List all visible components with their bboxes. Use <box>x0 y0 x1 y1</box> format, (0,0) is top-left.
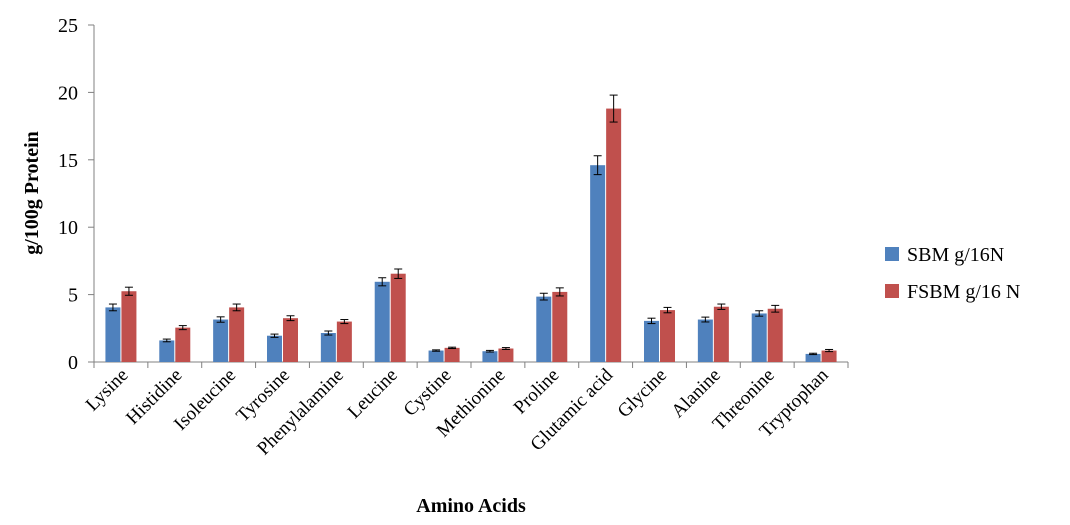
bar-sbm <box>105 307 121 362</box>
bar-fsbm <box>444 347 460 362</box>
bar-sbm <box>267 335 282 362</box>
y-tick-label: 0 <box>68 352 78 374</box>
legend-label: SBM g/16N <box>907 244 1004 266</box>
y-axis: 0 5 10 15 20 25 <box>58 15 95 374</box>
bar-fsbm <box>713 306 729 362</box>
y-tick-label: 10 <box>58 217 78 239</box>
bar-sbm <box>428 350 444 362</box>
bar-fsbm <box>336 321 352 362</box>
y-tick-label: 20 <box>58 82 78 104</box>
legend: SBM g/16N FSBM g/16 N <box>885 244 1020 303</box>
x-axis: LysineHistidineIsoleucineTyrosinePhenyla… <box>82 361 849 459</box>
y-tick-label: 15 <box>58 150 78 172</box>
bar-sbm <box>320 333 336 362</box>
legend-swatch <box>885 284 899 298</box>
bar-sbm <box>697 319 713 362</box>
bar-fsbm <box>606 108 622 363</box>
bar-fsbm <box>121 291 137 362</box>
y-tick-label: 5 <box>68 285 78 307</box>
bars <box>105 94 837 363</box>
bar-fsbm <box>283 318 298 362</box>
bar-sbm <box>159 340 175 362</box>
x-category-label: Leucine <box>344 365 402 423</box>
legend-label: FSBM g/16 N <box>907 281 1020 303</box>
x-category-label: Lysine <box>82 365 133 416</box>
bar-fsbm <box>498 348 514 362</box>
y-tick-label: 25 <box>58 15 78 37</box>
bar-fsbm <box>552 291 568 362</box>
bar-fsbm <box>660 310 675 362</box>
legend-swatch <box>885 247 899 261</box>
bar-fsbm <box>175 327 191 362</box>
x-category-label: Proline <box>510 365 564 419</box>
bar-fsbm <box>390 273 406 362</box>
x-axis-title: Amino Acids <box>416 495 526 517</box>
y-axis-title: g/100g Protein <box>21 131 43 255</box>
bar-sbm <box>590 165 606 362</box>
bar-sbm <box>751 313 767 362</box>
bar-sbm <box>213 319 229 362</box>
bar-sbm <box>805 353 821 362</box>
bar-sbm <box>536 296 552 362</box>
x-category-label: Glycine <box>614 365 671 422</box>
bar-sbm <box>644 320 659 362</box>
bar-sbm <box>374 281 390 362</box>
bar-fsbm <box>229 307 245 362</box>
bar-fsbm <box>821 350 837 362</box>
bar-fsbm <box>767 308 783 362</box>
bar-sbm <box>482 351 498 362</box>
